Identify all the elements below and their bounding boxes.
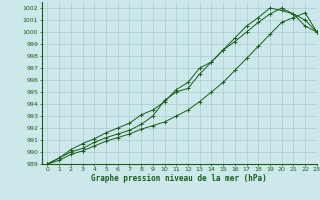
X-axis label: Graphe pression niveau de la mer (hPa): Graphe pression niveau de la mer (hPa): [91, 174, 267, 183]
